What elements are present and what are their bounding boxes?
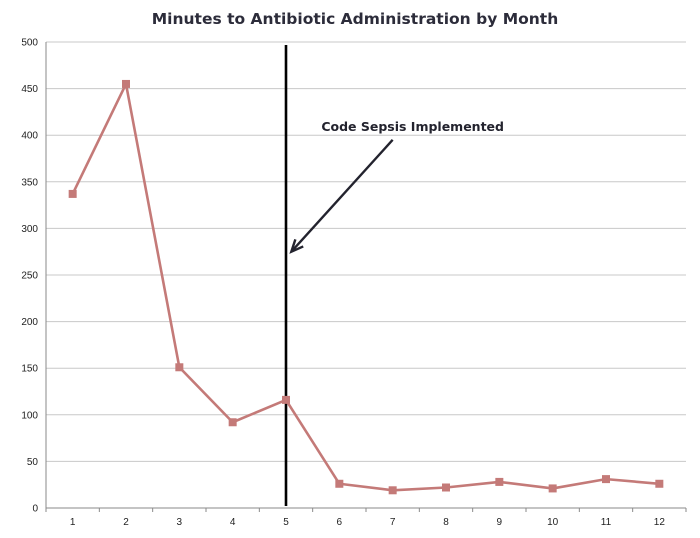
x-tick-label-8: 8 bbox=[443, 517, 449, 528]
y-tick-label-450: 450 bbox=[21, 84, 38, 95]
y-tick-label-250: 250 bbox=[21, 271, 38, 282]
y-tick-label-100: 100 bbox=[21, 410, 38, 421]
chart-title: Minutes to Antibiotic Administration by … bbox=[152, 10, 559, 28]
axes bbox=[45, 42, 687, 512]
data-point-7 bbox=[388, 486, 397, 495]
series-line-0 bbox=[71, 82, 660, 492]
x-tick-label-11: 11 bbox=[601, 517, 612, 528]
data-point-9 bbox=[495, 477, 504, 486]
data-point-3 bbox=[175, 363, 184, 372]
x-tick-label-1: 1 bbox=[70, 517, 76, 528]
y-tick-label-300: 300 bbox=[21, 224, 38, 235]
data-point-2 bbox=[122, 79, 130, 88]
x-tick-labels: 1 2 3 4 5 6 7 8 9 10 11 12 bbox=[70, 517, 665, 528]
data-point-1 bbox=[68, 189, 77, 198]
data-point-10 bbox=[548, 484, 557, 493]
x-tick-label-9: 9 bbox=[497, 517, 503, 528]
annotation-layer: Code Sepsis Implemented bbox=[289, 119, 504, 254]
annotation-arrow-shaft bbox=[290, 139, 394, 253]
x-tick-label-10: 10 bbox=[547, 517, 559, 528]
data-point-12 bbox=[655, 479, 664, 488]
annotation-code-sepsis: Code Sepsis Implemented bbox=[321, 119, 504, 134]
y-tick-label-350: 350 bbox=[21, 177, 38, 188]
x-tick-label-6: 6 bbox=[337, 517, 343, 528]
data-point-6 bbox=[335, 479, 344, 488]
y-tick-label-50: 50 bbox=[27, 457, 39, 468]
annotation-arrow-head bbox=[289, 238, 304, 254]
x-tick-label-4: 4 bbox=[230, 517, 236, 528]
x-tick-label-3: 3 bbox=[177, 517, 183, 528]
gridlines bbox=[46, 41, 686, 462]
y-tick-label-150: 150 bbox=[21, 364, 38, 375]
y-tick-labels: 0 50 100 150 200 250 300 350 400 450 500 bbox=[21, 38, 38, 515]
x-tick-label-5: 5 bbox=[283, 517, 289, 528]
data-point-11 bbox=[602, 475, 610, 484]
x-tick-label-2: 2 bbox=[123, 517, 129, 528]
y-tick-label-200: 200 bbox=[21, 317, 38, 328]
y-tick-label-500: 500 bbox=[21, 38, 38, 49]
data-point-5 bbox=[282, 395, 290, 404]
data-point-8 bbox=[442, 483, 450, 492]
x-tick-label-12: 12 bbox=[654, 517, 666, 528]
y-tick-label-400: 400 bbox=[21, 131, 38, 142]
y-tick-label-0: 0 bbox=[32, 504, 38, 515]
data-point-4 bbox=[228, 418, 237, 427]
series-layer bbox=[68, 79, 664, 495]
x-tick-label-7: 7 bbox=[390, 517, 396, 528]
